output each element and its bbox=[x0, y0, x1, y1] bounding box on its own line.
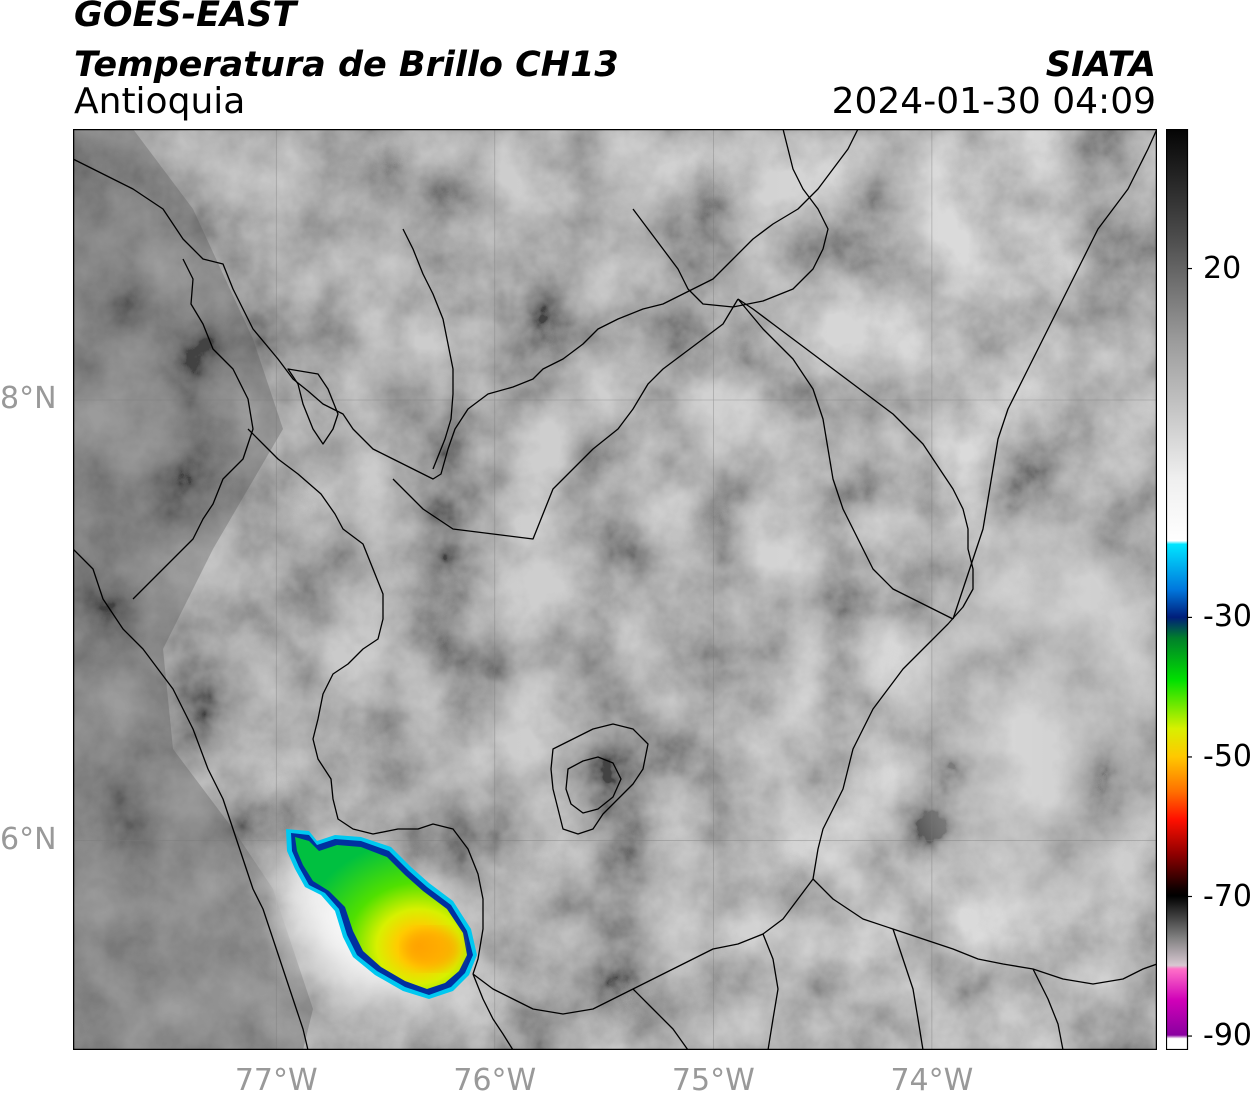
gulf-inlet bbox=[287, 368, 339, 445]
dept-cordoba-border bbox=[402, 228, 454, 470]
bright-area-east bbox=[903, 499, 1157, 919]
medellin-inner bbox=[565, 756, 622, 814]
map-frame bbox=[73, 129, 1157, 1050]
lat-label-8n: 8°N bbox=[0, 381, 57, 416]
product-subtitle: Temperatura de Brillo CH13 bbox=[74, 45, 619, 85]
lon-label-74w: 74°W bbox=[890, 1063, 974, 1098]
product-title: GOES-EAST bbox=[74, 0, 297, 35]
dept-caldas-east bbox=[632, 988, 689, 1050]
dept-caldas-border bbox=[472, 973, 514, 1050]
dept-boyaca-border bbox=[812, 878, 1157, 985]
coastline-caribbean bbox=[73, 129, 859, 480]
dept-santander-border bbox=[952, 129, 1157, 620]
cell-warm-core bbox=[405, 929, 461, 969]
dept-cundinamarca bbox=[892, 928, 924, 1050]
dept-tolima bbox=[762, 933, 779, 1050]
datetime-label: 2024-01-30 04:09 bbox=[831, 81, 1156, 122]
dept-cordoba-south bbox=[392, 298, 739, 540]
colorbar-label-minus90: -90 bbox=[1203, 1018, 1252, 1054]
colorbar-label-minus70: -70 bbox=[1203, 878, 1252, 914]
ocean-dark-area bbox=[73, 129, 313, 1050]
colorbar-ticks bbox=[1187, 267, 1192, 1037]
dept-bolivar-border bbox=[632, 129, 829, 308]
region-label: Antioquia bbox=[74, 81, 246, 122]
lon-label-75w: 75°W bbox=[671, 1063, 755, 1098]
medellin-metro bbox=[550, 723, 649, 835]
coastline-uraba bbox=[132, 258, 254, 600]
colorbar-frame bbox=[1166, 129, 1189, 1050]
coastline-pacific bbox=[73, 548, 309, 1050]
colorbar-gradient bbox=[1167, 130, 1187, 1049]
colorbar bbox=[1166, 129, 1192, 1050]
lat-label-6n: 6°N bbox=[0, 821, 57, 857]
boundaries bbox=[73, 129, 1157, 1050]
colorbar-label-20: 20 bbox=[1203, 250, 1242, 286]
lon-label-77w: 77°W bbox=[234, 1063, 318, 1098]
colorbar-label-minus30: -30 bbox=[1203, 599, 1252, 635]
colorbar-label-minus50: -50 bbox=[1203, 738, 1252, 774]
cold-cloud-cell bbox=[239, 822, 487, 1026]
dept-southeast bbox=[1032, 968, 1064, 1050]
lon-label-76w: 76°W bbox=[453, 1063, 537, 1098]
dept-bolivar-east bbox=[737, 298, 954, 620]
brand-label: SIATA bbox=[1045, 45, 1156, 85]
dept-antioquia-east bbox=[472, 298, 974, 1015]
dept-antioquia-west bbox=[247, 428, 484, 975]
satellite-map[interactable] bbox=[73, 129, 1157, 1050]
